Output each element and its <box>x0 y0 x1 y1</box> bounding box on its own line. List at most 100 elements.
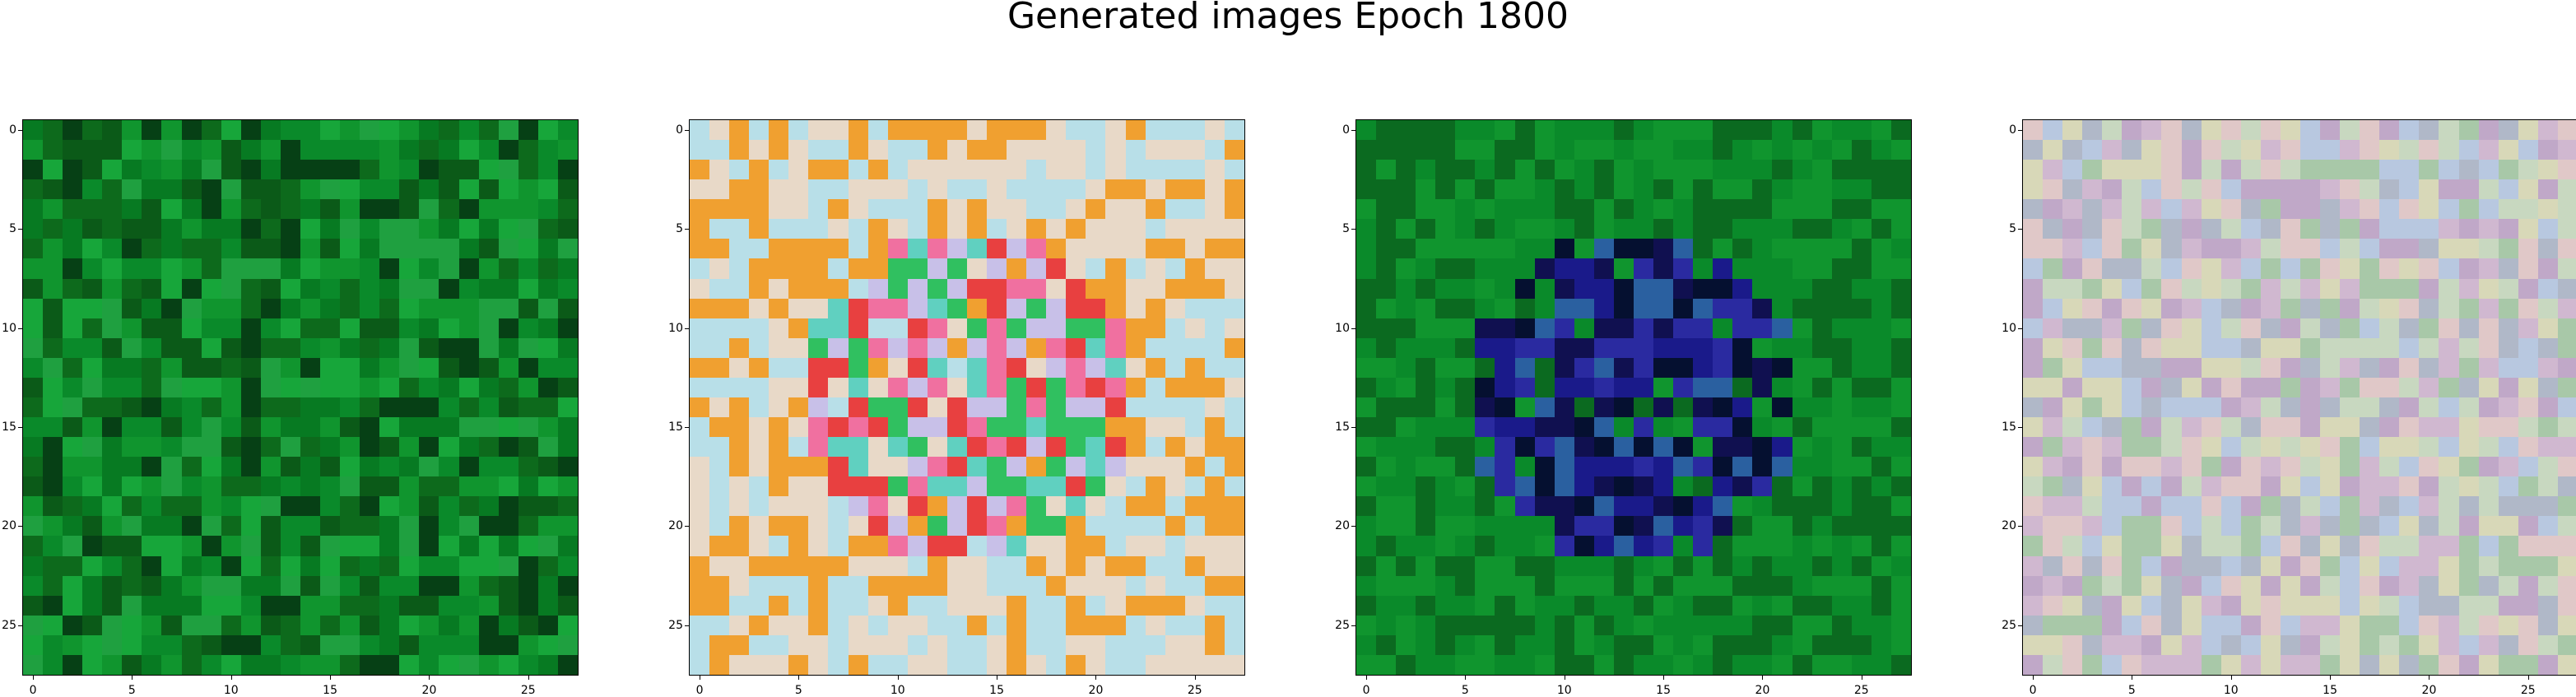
pixel <box>221 476 241 497</box>
pixel <box>769 457 789 477</box>
pixel <box>2419 437 2439 458</box>
pixel <box>1125 615 1146 635</box>
pixel <box>1046 318 1067 338</box>
pixel <box>1007 417 1027 438</box>
pixel <box>2280 634 2300 655</box>
pixel <box>1435 298 1456 318</box>
pixel <box>709 634 730 655</box>
pixel <box>1026 476 1047 497</box>
pixel <box>1514 219 1535 239</box>
pixel <box>2240 476 2261 497</box>
pixel <box>1831 615 1852 635</box>
pixel <box>1145 555 1165 576</box>
pixel <box>788 160 809 180</box>
pixel <box>2181 555 2202 576</box>
pixel <box>300 357 321 378</box>
pixel <box>2379 258 2400 279</box>
pixel <box>1514 654 1535 675</box>
pixel <box>1633 417 1654 438</box>
pixel <box>2379 179 2400 200</box>
pixel <box>1811 239 1832 259</box>
pixel <box>1396 377 1416 397</box>
pixel <box>927 140 947 160</box>
pixel <box>320 160 341 180</box>
pixel <box>2299 575 2321 596</box>
pixel <box>1086 555 1106 576</box>
pixel <box>2280 437 2300 458</box>
pixel <box>1534 575 1555 596</box>
pixel <box>1593 595 1614 616</box>
pixel <box>63 536 83 556</box>
pixel <box>1851 140 1872 160</box>
pixel <box>1713 278 1733 299</box>
pixel <box>1871 337 1891 358</box>
pixel <box>946 357 967 378</box>
pixel <box>808 278 829 299</box>
pixel <box>2379 595 2400 616</box>
pixel <box>1653 140 1674 160</box>
pixel <box>749 239 770 259</box>
pixel <box>709 179 730 200</box>
pixel <box>2439 357 2459 378</box>
pixel <box>2161 397 2182 418</box>
pixel <box>2023 160 2044 180</box>
pixel <box>478 634 499 655</box>
pixel <box>1534 654 1555 675</box>
pixel <box>1713 298 1733 318</box>
pixel <box>1633 179 1654 200</box>
pixel <box>808 476 829 497</box>
pixel <box>887 437 908 458</box>
pixel <box>808 199 829 220</box>
pixel <box>1184 120 1205 141</box>
pixel <box>1792 219 1812 239</box>
pixel <box>142 555 162 576</box>
pixel <box>1633 219 1654 239</box>
pixel <box>439 516 459 537</box>
pixel <box>82 516 103 537</box>
pixel <box>1376 278 1397 299</box>
pixel <box>1145 457 1165 477</box>
pixel <box>1653 575 1674 596</box>
pixel <box>2518 140 2538 160</box>
pixel <box>1574 516 1594 537</box>
pixel <box>1145 258 1165 279</box>
y-tick-mark <box>1351 328 1356 329</box>
pixel <box>2537 516 2558 537</box>
pixel <box>1376 120 1397 141</box>
pixel <box>1224 496 1244 517</box>
pixel <box>82 140 103 160</box>
pixel <box>828 377 849 397</box>
figure-title: Generated images Epoch 1800 <box>1007 0 1569 37</box>
pixel <box>1554 337 1574 358</box>
pixel <box>340 437 360 458</box>
pixel <box>1752 654 1773 675</box>
pixel <box>1475 654 1495 675</box>
pixel <box>280 417 300 438</box>
pixel <box>1732 120 1753 141</box>
pixel <box>1125 437 1146 458</box>
pixel <box>2220 140 2241 160</box>
pixel <box>2043 654 2063 675</box>
pixel <box>23 377 44 397</box>
pixel <box>201 536 221 556</box>
pixel <box>2399 278 2420 299</box>
pixel <box>1831 595 1852 616</box>
pixel <box>2340 417 2360 438</box>
pixel <box>1831 496 1852 517</box>
y-tick-label: 0 <box>676 123 683 137</box>
pixel <box>2201 496 2221 517</box>
pixel <box>2023 476 2044 497</box>
pixel <box>1495 476 1515 497</box>
pixel <box>1125 318 1146 338</box>
pixel <box>1125 496 1146 517</box>
pixel <box>379 140 400 160</box>
pixel <box>2498 575 2518 596</box>
pixel <box>1693 654 1713 675</box>
pixel <box>1495 258 1515 279</box>
pixel <box>946 555 967 576</box>
pixel <box>63 160 83 180</box>
pixel <box>399 179 420 200</box>
pixel <box>142 476 162 497</box>
pixel <box>399 377 420 397</box>
pixel <box>1495 377 1515 397</box>
